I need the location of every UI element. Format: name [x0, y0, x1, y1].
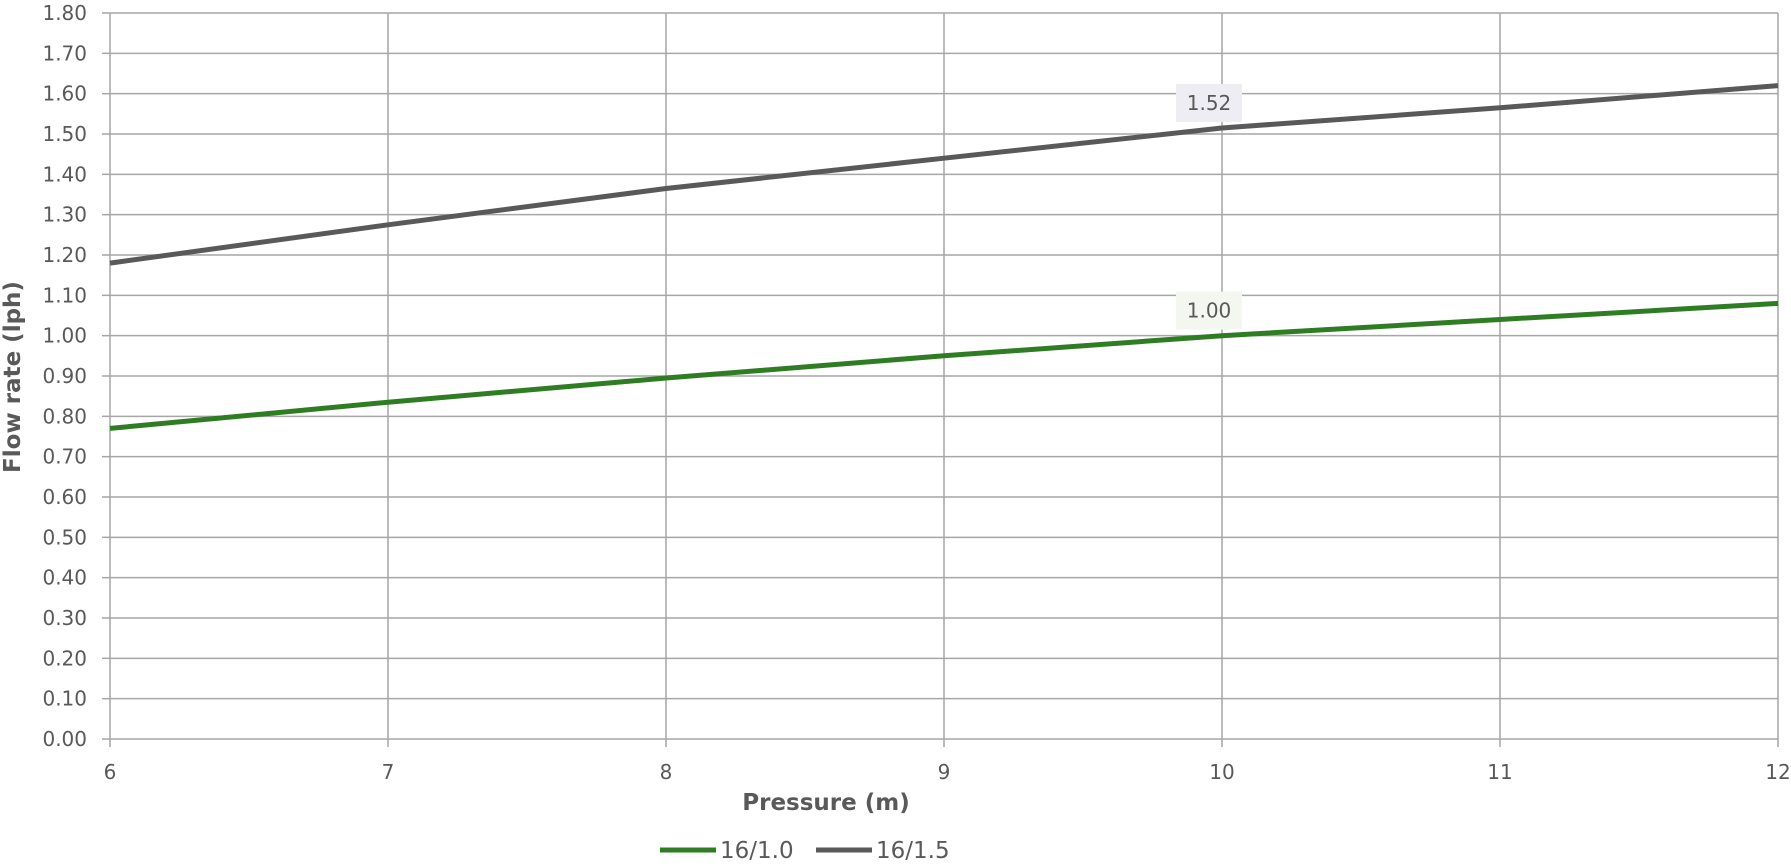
data-label: 1.52	[1187, 91, 1232, 115]
x-tick-label: 7	[382, 760, 395, 784]
y-tick-label: 1.20	[42, 243, 87, 267]
y-tick-label: 0.80	[42, 404, 87, 428]
data-label: 1.00	[1187, 299, 1232, 323]
y-tick-label: 0.70	[42, 445, 87, 469]
legend-label: 16/1.0	[720, 838, 794, 864]
y-tick-label: 0.20	[42, 646, 87, 670]
y-tick-label: 1.30	[42, 203, 87, 227]
y-tick-label: 1.10	[42, 283, 87, 307]
y-tick-label: 1.50	[42, 122, 87, 146]
legend: 16/1.0 16/1.5	[660, 838, 950, 864]
x-tick-label: 10	[1209, 760, 1234, 784]
x-tick-label: 9	[938, 760, 951, 784]
x-tick-label: 6	[104, 760, 117, 784]
y-axis-ticks: 0.00 0.10 0.20 0.30 0.40 0.50 0.60 0.70 0.80 0.90…	[42, 1, 87, 751]
y-tick-label: 0.90	[42, 364, 87, 388]
y-tick-label: 0.40	[42, 566, 87, 590]
data-label-background	[1176, 291, 1242, 330]
y-tick-label: 1.60	[42, 82, 87, 106]
data-labels: 1.00 1.52	[1176, 83, 1242, 330]
y-tick-label: 0.50	[42, 525, 87, 549]
y-tick-label: 0.30	[42, 606, 87, 630]
x-tick-label: 11	[1487, 760, 1512, 784]
y-tick-label: 1.40	[42, 162, 87, 186]
y-tick-label: 0.10	[42, 687, 87, 711]
x-axis-ticks: 6 7 8 9 10 11 12	[104, 760, 1791, 784]
y-tick-label: 1.00	[42, 324, 87, 348]
series-lines	[109, 83, 1779, 431]
y-tick-label: 0.60	[42, 485, 87, 509]
series-line-0	[109, 300, 1779, 431]
x-tick-label: 8	[660, 760, 673, 784]
y-tick-label: 1.80	[42, 1, 87, 25]
data-label-background	[1176, 83, 1242, 122]
x-tick-label: 12	[1765, 760, 1790, 784]
y-tick-label: 1.70	[42, 41, 87, 65]
y-tick-label: 0.00	[42, 727, 87, 751]
gridlines	[102, 12, 1779, 747]
series-line-1	[109, 83, 1779, 266]
y-axis-title: Flow rate (lph)	[0, 281, 26, 473]
legend-label: 16/1.5	[876, 838, 950, 864]
x-axis-title: Pressure (m)	[742, 790, 910, 816]
